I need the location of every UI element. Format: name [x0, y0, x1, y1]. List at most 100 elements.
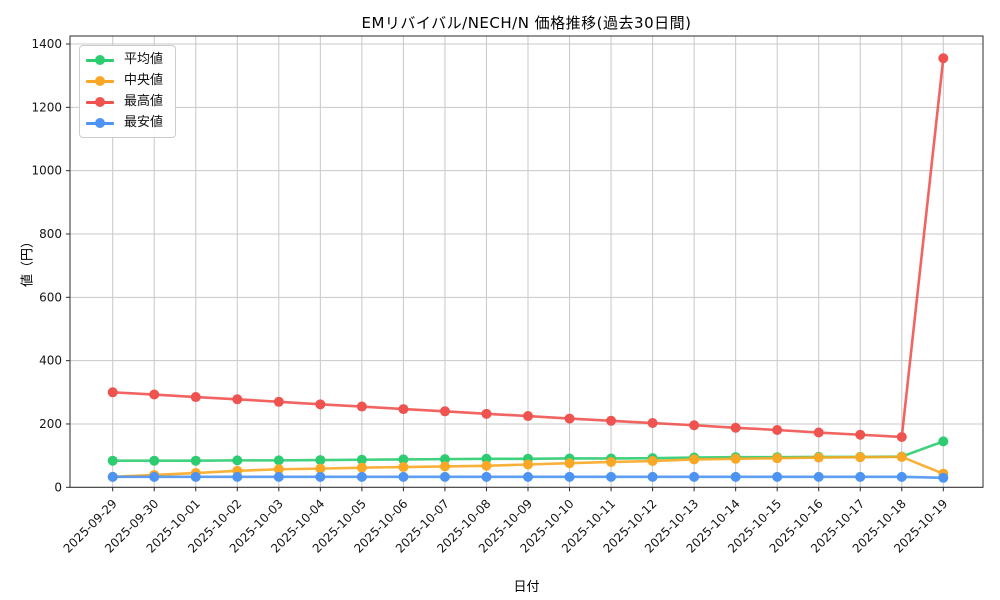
y-axis-label: 値（円）: [20, 234, 36, 288]
series-median-marker: [523, 459, 533, 470]
legend-item-min: 最安値: [86, 115, 163, 131]
series-average-marker: [190, 455, 201, 466]
legend-swatch-min-icon: [86, 118, 114, 128]
series-max-marker: [813, 427, 824, 438]
series-max-marker: [356, 401, 367, 412]
series-median-marker: [896, 451, 907, 462]
legend-swatch-average-icon: [86, 55, 114, 65]
y-tick-label: 1200: [31, 100, 62, 114]
series-average-marker: [481, 453, 492, 464]
series-max-marker: [896, 431, 907, 442]
series-min-marker: [896, 471, 907, 482]
series-median-marker: [564, 458, 575, 469]
series-max-marker: [315, 399, 326, 410]
series-max-marker: [689, 420, 700, 431]
y-tick-label: 600: [39, 290, 62, 304]
legend-label-median: 中央値: [124, 73, 164, 88]
series-max-marker: [523, 411, 533, 422]
series-median-marker: [273, 464, 284, 475]
series-average-marker: [273, 455, 284, 466]
y-tick-label: 400: [39, 354, 62, 368]
legend-swatch-median-icon: [86, 76, 114, 86]
legend-swatch-max-icon: [86, 97, 114, 107]
chart-title: EMリバイバル/NECH/N 価格推移(過去30日間): [361, 14, 692, 32]
series-max-marker: [730, 422, 741, 433]
series-median-marker: [315, 463, 326, 474]
x-axis-label: 日付: [513, 580, 540, 595]
series-min-marker: [315, 471, 326, 482]
series-max-marker: [772, 424, 783, 435]
plot-border: [69, 35, 984, 488]
series-min-marker: [606, 471, 617, 482]
series-median-marker: [398, 462, 409, 473]
series-median-marker: [481, 460, 492, 471]
series-average-marker: [356, 454, 367, 465]
y-tick-label: 200: [39, 417, 62, 431]
series-max-marker: [398, 404, 409, 415]
series-max-marker: [938, 53, 949, 64]
series-average-marker: [107, 455, 118, 466]
series-average-marker: [149, 455, 160, 466]
series-average-marker: [398, 454, 409, 465]
series-median-marker: [855, 452, 866, 463]
series-max-marker: [647, 418, 658, 429]
y-tick-label: 1400: [31, 37, 62, 51]
series-average-marker: [938, 436, 949, 447]
series-max-marker: [439, 406, 450, 417]
series-max-marker: [606, 415, 617, 426]
series-max-marker: [232, 394, 243, 405]
series-min-marker: [689, 471, 700, 482]
series-average-marker: [315, 455, 326, 466]
series-min-marker: [190, 471, 201, 482]
series-median-marker: [647, 456, 658, 467]
series-min-marker: [356, 471, 367, 482]
series-average-marker: [232, 455, 243, 466]
series-median-marker: [772, 453, 783, 464]
series-max-marker: [481, 408, 492, 419]
series-min-marker: [107, 471, 118, 482]
legend-item-median: 中央値: [86, 73, 163, 89]
y-tick-label: 800: [39, 227, 62, 241]
series-max-marker: [190, 392, 201, 403]
series-max-marker: [273, 396, 284, 407]
series-min: [107, 471, 949, 483]
y-tick-label: 1000: [31, 164, 62, 178]
series-average-marker: [439, 454, 450, 465]
legend-label-average: 平均値: [124, 52, 164, 67]
series-min-marker: [398, 471, 409, 482]
series-median-marker: [356, 462, 367, 473]
series-min-marker: [232, 471, 243, 482]
series-min-marker: [938, 472, 949, 483]
series-max-marker: [149, 389, 160, 400]
series-min-marker: [523, 471, 533, 482]
series-min-marker: [813, 471, 824, 482]
axis-ticks: [66, 43, 944, 492]
series-max-marker: [564, 413, 575, 424]
series-min-marker: [481, 471, 492, 482]
series-median-marker: [439, 461, 450, 472]
series-median-marker: [606, 456, 617, 467]
legend-label-max: 最高値: [124, 94, 164, 109]
y-tick-label: 0: [54, 480, 62, 494]
series-min-marker: [730, 471, 741, 482]
series-max: [107, 53, 949, 442]
series-min-marker: [772, 471, 783, 482]
series-min-marker: [439, 471, 450, 482]
series-max-marker: [855, 429, 866, 440]
series-min-marker: [149, 471, 160, 482]
legend-item-max: 最高値: [86, 94, 163, 110]
legend: 平均値中央値最高値最安値: [79, 45, 177, 138]
series-min-marker: [564, 471, 575, 482]
legend-label-min: 最安値: [124, 115, 164, 130]
legend-item-average: 平均値: [86, 52, 163, 68]
gridlines: [70, 36, 983, 488]
series-min-marker: [273, 471, 284, 482]
series-median-marker: [813, 452, 824, 463]
series-median: [107, 451, 949, 482]
series-max-marker: [107, 387, 118, 398]
series-median-marker: [730, 453, 741, 464]
series-min-marker: [647, 471, 658, 482]
series-median-marker: [689, 454, 700, 465]
